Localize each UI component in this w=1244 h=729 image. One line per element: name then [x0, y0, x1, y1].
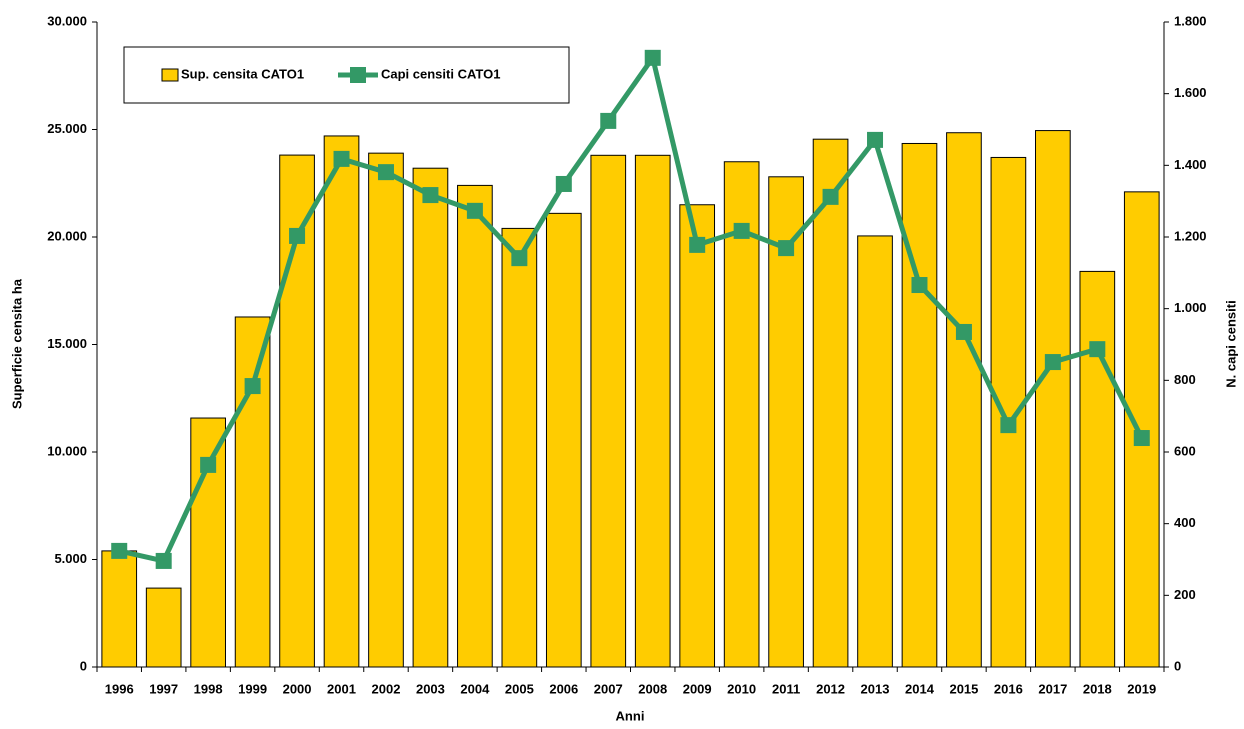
marker: [244, 378, 261, 395]
x-tick-label: 2019: [1127, 681, 1156, 696]
bar: [1123, 191, 1160, 668]
line: [118, 55, 1145, 564]
y2-axis-title: N. capi censiti: [1223, 300, 1238, 387]
x-tick-label: 2004: [460, 681, 490, 696]
x-tick-label: 2011: [772, 681, 800, 696]
y-tick-label: 10.000: [47, 443, 87, 458]
x-axis-title: Anni: [616, 708, 645, 723]
bar: [145, 587, 182, 668]
x-tick-label: 2006: [549, 681, 578, 696]
bar: [1035, 130, 1071, 668]
y-tick-label: 20.000: [47, 228, 87, 243]
marker: [689, 236, 706, 253]
x-tick-label: 2010: [727, 681, 756, 696]
x-tick-label: 2016: [994, 681, 1023, 696]
y2-tick-label: 1.000: [1174, 300, 1207, 315]
x-tick-label: 2018: [1083, 681, 1112, 696]
y2-tick-label: 1.600: [1174, 85, 1207, 100]
legend-label: Sup. censita CATO1: [181, 66, 304, 81]
x-tick-label: 2008: [638, 681, 667, 696]
x-tick-label: 2000: [283, 681, 312, 696]
x-tick-label: 2002: [372, 681, 401, 696]
marker: [867, 131, 884, 148]
bar: [901, 142, 938, 668]
x-tick-label: 2012: [816, 681, 845, 696]
x-tick-label: 1996: [105, 681, 134, 696]
bar: [457, 184, 493, 668]
y2-tick-label: 1.400: [1174, 157, 1207, 172]
x-tick-label: 2014: [905, 681, 935, 696]
y-tick-label: 25.000: [47, 121, 87, 136]
marker: [911, 277, 928, 294]
bar: [946, 132, 982, 668]
bar: [545, 212, 582, 668]
bar: [812, 138, 849, 668]
y-axis-title: Superficie censita ha: [9, 278, 24, 409]
y2-tick-label: 1.800: [1174, 13, 1207, 28]
x-tick-label: 2005: [505, 681, 534, 696]
marker: [778, 240, 795, 257]
x-tick-label: 2015: [949, 681, 978, 696]
y2-tick-label: 400: [1174, 515, 1196, 530]
y-tick-label: 30.000: [47, 13, 87, 28]
marker: [644, 49, 661, 66]
y2-tick-label: 1.200: [1174, 228, 1207, 243]
bar: [323, 135, 360, 668]
y-tick-label: 5.000: [54, 551, 87, 566]
legend-label: Capi censiti CATO1: [381, 66, 500, 81]
bar: [234, 316, 271, 668]
marker: [822, 188, 839, 205]
marker: [733, 222, 750, 239]
marker: [111, 542, 128, 559]
y2-tick-label: 800: [1174, 372, 1196, 387]
bar: [101, 550, 138, 668]
bar: [501, 227, 538, 668]
marker: [200, 456, 217, 473]
legend-swatch: [161, 68, 179, 82]
bar: [412, 167, 449, 668]
bar: [768, 176, 804, 668]
x-tick-label: 2001: [327, 681, 356, 696]
marker: [289, 227, 306, 244]
y2-tick-label: 0: [1174, 658, 1181, 673]
marker: [422, 187, 439, 204]
marker: [1089, 341, 1106, 358]
x-tick-label: 2013: [861, 681, 890, 696]
marker: [1133, 430, 1150, 447]
x-tick-label: 1998: [194, 681, 223, 696]
bar: [368, 152, 404, 668]
x-tick-label: 2017: [1038, 681, 1067, 696]
x-tick-label: 1999: [238, 681, 267, 696]
marker: [955, 323, 972, 340]
x-tick-label: 2007: [594, 681, 623, 696]
marker: [1000, 417, 1017, 434]
marker: [555, 175, 572, 192]
y-tick-label: 0: [80, 658, 87, 673]
bar: [634, 154, 671, 668]
bar: [590, 154, 627, 668]
x-tick-label: 2009: [683, 681, 712, 696]
legend-marker: [350, 67, 366, 83]
marker: [155, 552, 172, 569]
marker: [466, 202, 483, 219]
x-tick-label: 2003: [416, 681, 445, 696]
marker: [333, 150, 350, 167]
bar: [190, 417, 226, 668]
y2-tick-label: 200: [1174, 587, 1196, 602]
marker: [1044, 354, 1061, 371]
bar: [1079, 270, 1116, 668]
bar: [723, 161, 760, 668]
bar: [857, 235, 893, 668]
marker: [377, 164, 394, 181]
y2-tick-label: 600: [1174, 443, 1196, 458]
bar: [679, 204, 716, 668]
marker: [511, 250, 528, 267]
y-tick-label: 15.000: [47, 336, 87, 351]
marker: [600, 112, 617, 129]
x-tick-label: 1997: [149, 681, 178, 696]
